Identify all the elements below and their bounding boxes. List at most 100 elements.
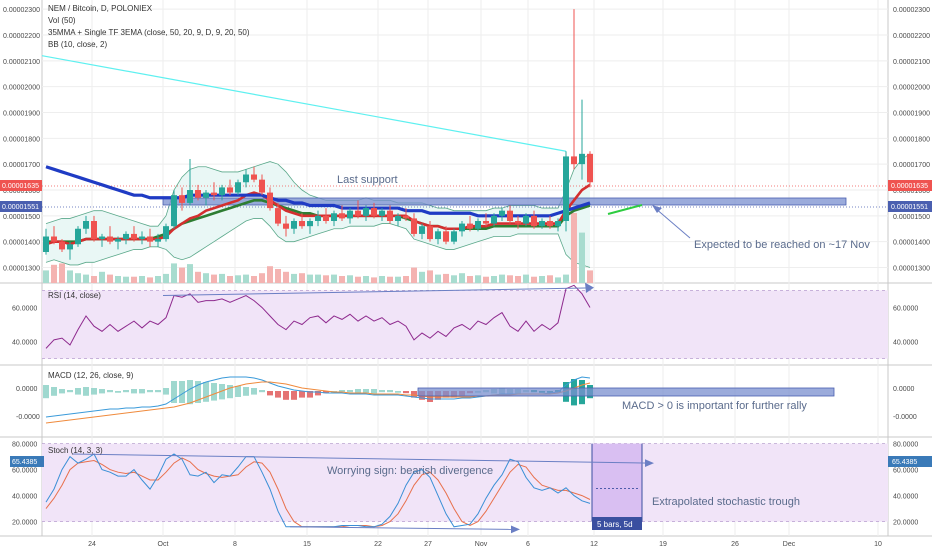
x-tick-label: 26: [731, 541, 739, 548]
candle-body: [571, 156, 577, 165]
price-current-badge: 0.00001635: [888, 180, 932, 191]
volume-bar: [171, 263, 177, 283]
candle-body: [555, 221, 561, 227]
volume-bar: [539, 276, 545, 283]
legend-volume: Vol (50): [48, 16, 76, 25]
legend-macd: MACD (12, 26, close, 9): [48, 371, 134, 380]
long-ma-line: [41, 55, 567, 152]
candle-body: [211, 192, 217, 196]
volume-bar: [587, 270, 593, 283]
volume-bar: [179, 267, 185, 283]
price-tick-right: 0.00002200: [893, 33, 930, 40]
macd-histogram-bar: [387, 390, 393, 393]
macd-histogram-bar: [155, 390, 161, 393]
stoch-band: [42, 443, 888, 522]
expected-arrowhead: [652, 205, 662, 213]
candle-body: [411, 218, 417, 234]
annotation-last-support: Last support: [337, 174, 398, 186]
volume-bar: [203, 273, 209, 283]
candle-body: [299, 221, 305, 227]
macd-histogram-bar: [371, 389, 377, 394]
volume-bar: [155, 276, 161, 283]
volume-bar: [307, 274, 313, 283]
macd-histogram-bar: [379, 390, 385, 393]
volume-bar: [291, 273, 297, 283]
stoch-tick-left: 20.0000: [12, 520, 37, 527]
candle-body: [563, 156, 569, 221]
macd-histogram-bar: [99, 389, 105, 394]
bars-count-badge: 5 bars, 5d: [592, 517, 642, 530]
volume-bar: [523, 274, 529, 283]
volume-bar: [123, 276, 129, 283]
stoch-pane[interactable]: [42, 443, 888, 534]
candle-body: [219, 187, 225, 196]
volume-bar: [475, 275, 481, 283]
volume-bar: [131, 276, 137, 283]
macd-histogram-bar: [107, 390, 113, 393]
macd-tick-right: 0.0000: [893, 386, 915, 393]
legend-stoch: Stoch (14, 3, 3): [48, 446, 103, 455]
volume-bar: [115, 276, 121, 283]
volume-bar: [563, 274, 569, 283]
axes: 0.00002300 0.00002300 0.00002200 0.00002200…: [3, 7, 930, 548]
volume-bar: [483, 276, 489, 283]
svg-text:65.4385: 65.4385: [892, 459, 917, 466]
price-support-badge-left: 0.00001551: [0, 201, 42, 212]
volume-bar: [299, 273, 305, 283]
x-tick-label: Oct: [158, 541, 169, 548]
candle-body: [171, 195, 177, 227]
candle-body: [67, 244, 73, 250]
volume-bar: [507, 275, 513, 283]
candle-body: [539, 221, 545, 227]
x-tick-label: 6: [526, 541, 530, 548]
annotation-extrapolated: Extrapolated stochastic trough: [652, 496, 800, 508]
volume-bar: [75, 273, 81, 283]
candle-body: [547, 221, 553, 227]
volume-bar: [459, 273, 465, 283]
price-tick-left: 0.00001600: [3, 188, 40, 195]
macd-pane[interactable]: [43, 376, 835, 424]
candle-body: [363, 208, 369, 216]
stoch-low-arrowhead: [511, 525, 520, 534]
macd-histogram-bar: [91, 388, 97, 395]
volume-bar: [379, 276, 385, 283]
candle-body: [451, 231, 457, 242]
macd-histogram-bar: [323, 391, 329, 394]
candle-body: [51, 236, 57, 242]
candle-body: [491, 215, 497, 224]
volume-bar: [147, 277, 153, 283]
candle-body: [331, 213, 337, 221]
stoch-divergence-arrow: [71, 453, 651, 464]
rsi-band: [42, 290, 888, 359]
volume-bar: [259, 273, 265, 283]
macd-histogram-bar: [235, 386, 241, 397]
rsi-pane[interactable]: [42, 282, 888, 359]
candle-body: [587, 153, 593, 183]
volume-bar: [235, 275, 241, 283]
candle-body: [155, 239, 161, 242]
volume-bar: [139, 276, 145, 283]
macd-histogram-bar: [411, 391, 417, 398]
macd-histogram-bar: [67, 390, 73, 393]
x-tick-label: 10: [874, 541, 882, 548]
candle-body: [467, 223, 473, 229]
price-pane[interactable]: [41, 9, 888, 283]
candle-body: [203, 192, 209, 198]
svg-text:0.00001551: 0.00001551: [2, 204, 39, 211]
candle-body: [515, 221, 521, 224]
volume-bar: [59, 263, 65, 283]
macd-line: [45, 376, 591, 418]
volume-bar: [43, 270, 49, 283]
candle-body: [179, 195, 185, 203]
svg-text:5 bars, 5d: 5 bars, 5d: [597, 520, 633, 529]
x-tick-label: Dec: [783, 541, 796, 548]
price-tick-right: 0.00002300: [893, 7, 930, 14]
bollinger-fill: [46, 153, 590, 268]
macd-histogram-bar: [347, 390, 353, 393]
candle-body: [507, 210, 513, 221]
candle-body: [275, 208, 281, 224]
price-tick-right: 0.00001700: [893, 162, 930, 169]
macd-histogram-bar: [75, 388, 81, 395]
volume-bar: [267, 266, 273, 283]
macd-tick-right: -0.0000: [893, 414, 917, 421]
